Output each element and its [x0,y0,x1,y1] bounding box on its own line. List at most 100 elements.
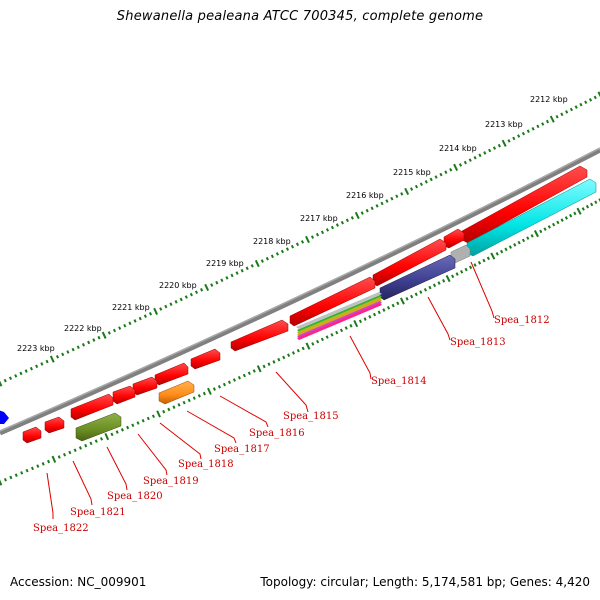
inner-scale-tick [162,409,166,414]
genome-backbone [0,147,600,436]
outer-scale-tick [250,264,254,268]
outer-scale-tick [254,259,260,268]
inner-scale-tick [533,230,539,238]
forward-strand-genes [22,165,588,444]
inner-scale-tick [57,455,61,459]
outer-scale-tick [0,380,3,387]
outer-scale-tick [429,177,433,182]
gene-label-spea-1818: Spea_1818 [178,459,234,470]
outer-scale-tick [380,201,384,206]
outer-scale-tick [512,136,516,141]
inner-scale-tick [490,252,496,260]
inner-scale-tick [517,240,521,245]
inner-scale-tick [482,258,486,263]
outer-scale-tick [260,259,264,263]
inner-scale-tick [437,281,441,285]
inner-scale-tick [335,330,339,335]
outer-scale-tick [320,230,325,235]
outer-scale-tick [305,235,310,244]
outer-scale-tick [3,378,7,383]
outer-scale-tick [24,369,28,373]
scale-label-2213: 2213 kbp [485,120,523,129]
outer-scale-tick [458,163,463,167]
outer-scale-tick [148,311,153,316]
inner-scale-tick [94,439,98,443]
outer-scale-tick [49,355,55,363]
outer-scale-tick [285,247,290,251]
outer-scale-tick [45,359,49,364]
outer-scale-tick [14,374,18,378]
inner-scale-tick [78,446,82,450]
inner-scale-tick [552,222,556,227]
outer-scale-tick [81,343,86,347]
inner-scale-tick [368,315,372,319]
inner-scale-tick [325,335,329,339]
outer-scale-tick [325,228,330,232]
inner-scale-tick [451,274,455,279]
outer-scale-tick [169,302,173,306]
outer-scale-tick [497,143,501,148]
inner-scale-tick [521,238,526,243]
inner-scale-tick [399,297,405,305]
outer-scale-tick [439,172,443,177]
inner-scale-tick [68,450,72,455]
outer-scale-tick [400,192,404,196]
inner-scale-tick [504,247,508,252]
gene-label-spea-1814: Spea_1814 [371,376,427,387]
outer-scale-tick [215,280,219,285]
gene-label-spea-1822: Spea_1822 [33,523,89,534]
gene-label-spea-1816: Spea_1816 [249,428,305,439]
outer-scale-tick [275,252,279,256]
inner-scale-tick [110,432,114,437]
outer-scale-tick [549,115,555,123]
inner-scale-tick [252,369,256,373]
inner-scale-tick [526,236,530,240]
inner-scale-tick [500,249,504,254]
inner-scale-tick [353,319,359,328]
outer-scale-tick [345,218,349,223]
inner-scale-tick [89,441,93,446]
outer-scale-tick [593,95,597,100]
outer-scale-tick [265,256,269,261]
inner-scale-tick [0,479,3,486]
scale-labels: 2212 kbp 2213 kbp 2214 kbp 2215 kbp 2216… [17,95,568,353]
inner-scale-tick [136,421,140,425]
outer-scale-tick [375,204,379,208]
inner-scale-tick [473,263,477,267]
map-title: Shewanella pealeana ATCC 700345, complet… [116,9,484,24]
inner-scale-tick [539,229,543,234]
outer-scale-tick [335,223,339,227]
outer-scale-tick [76,345,80,349]
outer-scale-tick [565,110,569,114]
outer-scale-tick [501,139,507,147]
scale-label-2216: 2216 kbp [346,191,384,200]
outer-scale-tick [29,366,33,371]
inner-scale-tick [84,443,88,448]
outer-scale-tick [419,182,423,187]
inner-scale-tick [47,459,51,464]
inner-scale-tick [151,414,155,418]
outer-scale-tick [200,288,204,292]
outer-scale-tick [71,347,75,352]
inner-scale-tick [282,355,286,360]
inner-scale-tick [330,333,334,337]
inner-scale-tick [277,357,281,362]
outer-scale-tick [35,364,39,369]
label-leader-lines [46,261,495,519]
scale-label-2223: 2223 kbp [17,344,55,353]
outer-scale-tick [468,158,472,162]
cds-feature [70,393,114,421]
outer-scale-tick [97,335,101,340]
inner-scale-tick [432,283,437,288]
outer-scale-tick [179,297,183,302]
inner-scale-tick [182,400,186,405]
outer-scale-tick [143,314,147,318]
inner-scale-tick [414,292,418,297]
outer-scale-tick [560,112,564,117]
inner-scale-tick [51,455,57,463]
scale-label-2220: 2220 kbp [159,281,197,290]
inner-scale-tick [146,416,150,421]
reverse-strand-genes [75,178,597,442]
outer-scale-tick [112,328,117,333]
